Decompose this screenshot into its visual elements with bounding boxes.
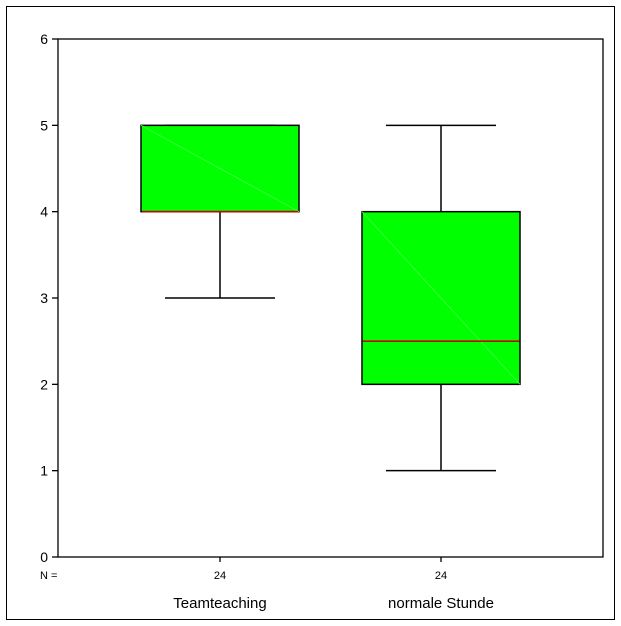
plot-border [57, 38, 604, 558]
y-tick-label: 5 [40, 117, 48, 133]
y-tick-label: 2 [40, 376, 48, 392]
y-tick-label: 0 [40, 549, 48, 565]
y-tick-label: 1 [40, 463, 48, 479]
y-tick-label: 6 [40, 31, 48, 47]
category-label: normale Stunde [388, 595, 494, 612]
y-tick-label: 3 [40, 290, 48, 306]
box-diagonal [140, 124, 300, 213]
category-label: Teamteaching [173, 595, 266, 612]
box-diagonal [361, 211, 521, 385]
y-tick-label: 4 [40, 204, 48, 220]
n-count-label: 24 [214, 570, 226, 582]
n-label: N = [40, 570, 57, 582]
n-count-label: 24 [435, 570, 447, 582]
